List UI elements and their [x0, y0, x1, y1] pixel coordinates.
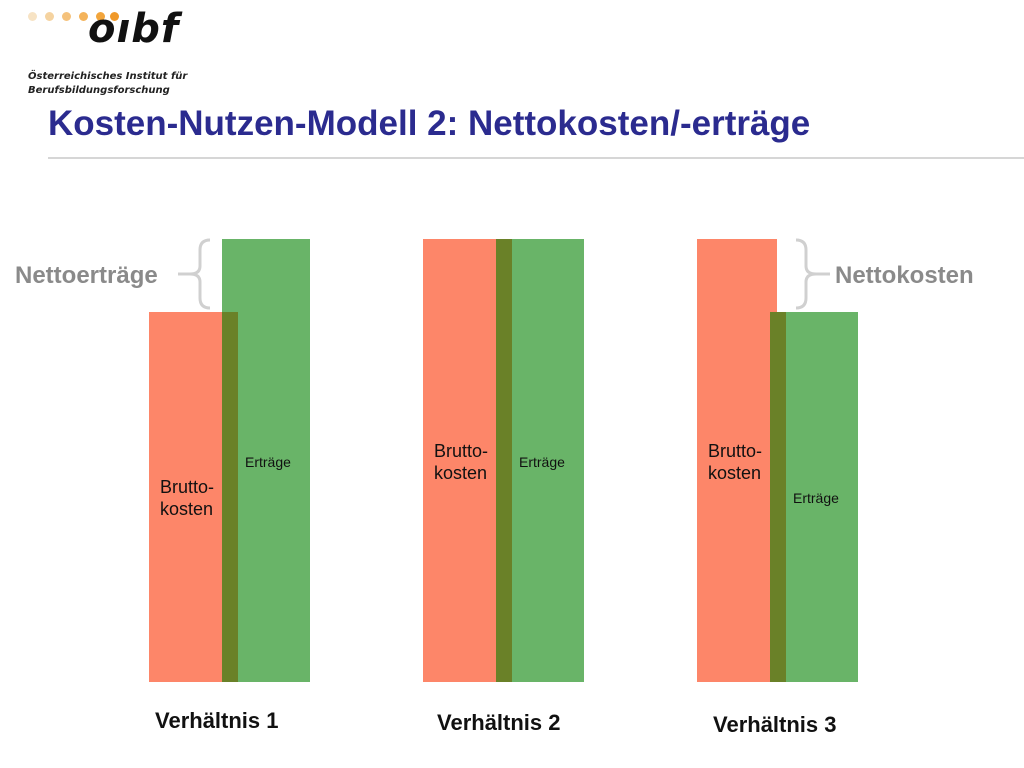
right-curly-brace: [795, 238, 830, 310]
cost-bar-2: [423, 239, 503, 682]
earnings-label-1: Erträge: [245, 454, 291, 470]
institute-line-2: Berufsbildungsforschung: [28, 85, 170, 96]
cost-label-line: Brutto-: [708, 441, 763, 461]
cost-bar-1: [149, 312, 229, 682]
left-curly-brace: [178, 238, 211, 310]
institute-line-1: Österreichisches Institut für: [28, 71, 188, 82]
nettoertraege-label: Nettoerträge: [15, 262, 158, 289]
logo-dot: [110, 12, 119, 21]
cost-label-1: Brutto- kosten: [160, 476, 214, 520]
logo-dot: [79, 12, 88, 21]
overlap-strip-1: [222, 312, 238, 682]
earnings-label-2: Erträge: [519, 454, 565, 470]
cost-label-line: kosten: [434, 463, 488, 483]
group-label-1: Verhältnis 1: [155, 708, 279, 733]
group-label-2: Verhältnis 2: [437, 710, 561, 735]
logo-wordmark: oıbf: [88, 6, 180, 52]
nettokosten-label: Nettokosten: [835, 262, 974, 289]
cost-label-line: kosten: [160, 499, 214, 519]
page-title: Kosten-Nutzen-Modell 2: Nettokosten/-ert…: [48, 104, 811, 143]
cost-label-line: kosten: [708, 463, 762, 483]
cost-bar-3: [697, 239, 777, 682]
cost-label-2: Brutto- kosten: [434, 440, 488, 484]
cost-label-3: Brutto- kosten: [708, 440, 762, 484]
institute-name: Österreichisches Institut für Berufsbild…: [28, 70, 187, 98]
logo-dot: [62, 12, 71, 21]
overlap-strip-2: [496, 239, 512, 682]
group-label-3: Verhältnis 3: [713, 712, 837, 737]
logo-dot: [28, 12, 37, 21]
earnings-label-3: Erträge: [793, 490, 839, 506]
title-divider: [48, 157, 1024, 159]
logo-dot: [45, 12, 54, 21]
logo-dot: [96, 12, 105, 21]
cost-label-line: Brutto-: [434, 441, 489, 461]
overlap-strip-3: [770, 312, 786, 682]
cost-label-line: Brutto-: [160, 477, 215, 497]
